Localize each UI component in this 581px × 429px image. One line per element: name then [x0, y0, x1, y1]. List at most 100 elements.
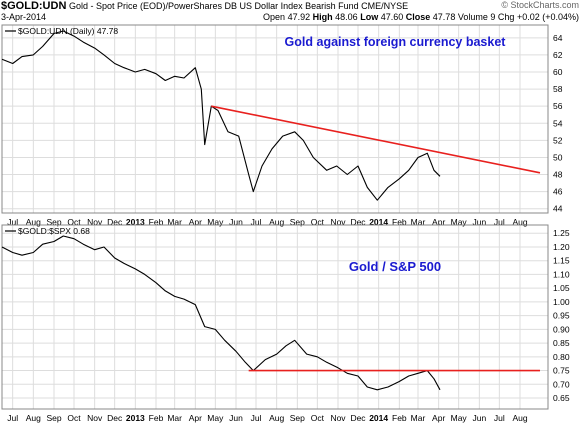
x-tick-label: Aug [269, 413, 284, 423]
y-tick-label: 60 [553, 67, 563, 77]
x-tick-label: 2013 [126, 217, 145, 227]
x-tick-label: Oct [311, 217, 325, 227]
legend-label: $GOLD:$SPX 0.68 [18, 226, 90, 236]
x-tick-label: Apr [189, 217, 202, 227]
x-tick-label: Dec [350, 413, 366, 423]
legend-label: $GOLD:UDN (Daily) 47.78 [18, 26, 118, 36]
quote-low-label: Low [360, 12, 379, 22]
x-tick-label: Mar [167, 217, 182, 227]
x-tick-label: May [207, 217, 224, 227]
chart-header: $GOLD:UDN Gold - Spot Price (EOD)/PowerS… [0, 0, 581, 24]
x-tick-label: Aug [512, 413, 527, 423]
quote-volume-label: Volume [457, 12, 488, 22]
quote-close-label: Close [405, 12, 431, 22]
quote-chg: +0.02 (+0.04%) [516, 12, 579, 22]
x-tick-label: May [451, 217, 468, 227]
quote-volume: 9 [490, 12, 496, 22]
y-tick-label: 0.95 [553, 311, 570, 321]
x-tick-label: Feb [392, 413, 407, 423]
x-tick-label: 2014 [369, 413, 388, 423]
x-tick-label: Oct [67, 413, 81, 423]
price-line [1, 30, 441, 201]
x-tick-label: Jun [472, 217, 486, 227]
y-tick-label: 1.25 [553, 228, 570, 238]
quote-open-label: Open [263, 12, 286, 22]
chart-panel-2: Jul Aug Sep Oct Nov Dec 2013 Feb Mar Apr May Jun Jul… [1, 224, 570, 423]
x-tick-label: Dec [350, 217, 366, 227]
x-tick-label: Jul [7, 413, 18, 423]
x-tick-label: Aug [26, 413, 41, 423]
x-tick-label: Jul [251, 217, 262, 227]
x-tick-label: Jul [494, 217, 505, 227]
quote-open: 47.92 [287, 12, 311, 22]
quote-high-label: High [312, 12, 333, 22]
chart-panel-1: Jul Aug Sep Oct Nov Dec 2013 Feb Mar Apr May Jun Jul… [1, 24, 563, 227]
y-tick-label: 1.00 [553, 297, 570, 307]
x-tick-label: May [207, 413, 224, 423]
price-line [1, 235, 441, 391]
x-tick-label: Jun [472, 413, 486, 423]
x-tick-label: 2013 [126, 413, 145, 423]
y-tick-label: 1.05 [553, 283, 570, 293]
y-tick-label: 58 [553, 84, 563, 94]
y-tick-label: 0.85 [553, 338, 570, 348]
y-tick-label: 1.15 [553, 256, 570, 266]
x-tick-label: Nov [330, 413, 346, 423]
y-tick-label: 44 [553, 204, 563, 214]
quote-close: 47.78 [432, 12, 456, 22]
y-tick-label: 0.90 [553, 324, 570, 334]
y-tick-label: 54 [553, 118, 563, 128]
y-tick-label: 1.20 [553, 242, 570, 252]
y-tick-label: 48 [553, 170, 563, 180]
x-tick-label: Sep [46, 217, 61, 227]
x-tick-label: Apr [432, 413, 445, 423]
x-tick-label: Aug [269, 217, 284, 227]
quote-low: 47.60 [380, 12, 404, 22]
y-tick-label: 0.65 [553, 393, 570, 403]
x-tick-label: Jun [229, 217, 243, 227]
x-tick-label: Apr [189, 413, 202, 423]
x-tick-label: Feb [149, 413, 164, 423]
y-tick-label: 46 [553, 187, 563, 197]
x-tick-label: 2014 [369, 217, 388, 227]
x-tick-label: Dec [107, 217, 123, 227]
chart-title: Gold against foreign currency basket [285, 35, 507, 49]
plot-frame [1, 24, 549, 214]
x-tick-label: Feb [149, 217, 164, 227]
x-tick-label: Sep [290, 413, 305, 423]
quote-chg-label: Chg [497, 12, 515, 22]
x-tick-label: Nov [330, 217, 346, 227]
symbol-title: $GOLD:UDN [1, 0, 67, 12]
x-tick-label: Apr [432, 217, 445, 227]
y-tick-label: 64 [553, 33, 563, 43]
x-tick-label: Jul [251, 413, 262, 423]
y-tick-label: 52 [553, 135, 563, 145]
x-tick-label: May [451, 413, 468, 423]
x-tick-label: Jun [229, 413, 243, 423]
x-tick-label: Nov [87, 217, 103, 227]
chart-title: Gold / S&P 500 [349, 259, 441, 274]
trend-line [211, 105, 541, 174]
x-tick-label: Mar [167, 413, 182, 423]
x-tick-label: Aug [512, 217, 527, 227]
copyright-text: © StockCharts.com [501, 0, 579, 10]
x-tick-label: Mar [411, 217, 426, 227]
quote-high: 48.06 [335, 12, 358, 22]
y-tick-label: 0.75 [553, 366, 570, 376]
x-tick-label: Aug [26, 217, 41, 227]
x-tick-label: Jul [7, 217, 18, 227]
y-tick-label: 50 [553, 152, 563, 162]
y-tick-label: 62 [553, 50, 563, 60]
x-tick-label: Feb [392, 217, 407, 227]
y-tick-label: 0.80 [553, 352, 570, 362]
x-tick-label: Jul [494, 413, 505, 423]
x-tick-label: Mar [411, 413, 426, 423]
x-tick-label: Sep [290, 217, 305, 227]
chart-date: 3-Apr-2014 [1, 12, 47, 22]
quote-line: Open 47.92 High 48.06 Low 47.60 Close 47… [263, 12, 579, 22]
x-tick-label: Dec [107, 413, 123, 423]
x-tick-label: Nov [87, 413, 103, 423]
y-tick-label: 0.70 [553, 379, 570, 389]
symbol-description: Gold - Spot Price (EOD)/PowerShares DB U… [69, 1, 409, 11]
